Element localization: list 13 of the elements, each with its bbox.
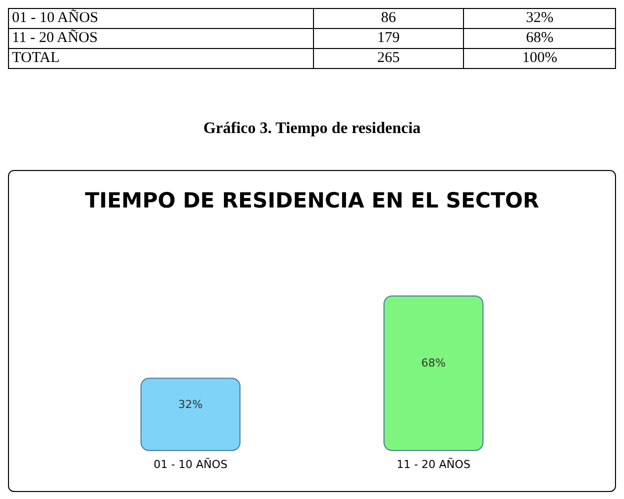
text: 11 - 20 AÑOS: [8, 28, 314, 48]
text: 100%: [464, 48, 616, 68]
text: 265: [313, 48, 464, 68]
text: 68%: [464, 28, 616, 48]
text: 86: [313, 8, 464, 28]
text: 32%: [464, 8, 616, 28]
text: Gráfico 3. Tiempo de residencia: [202, 120, 422, 138]
data-label: 32%: [178, 398, 203, 411]
data-label: 68%: [421, 356, 446, 370]
text: 01 - 10 AÑOS: [8, 8, 314, 28]
chart-title: TIEMPO DE RESIDENCIA EN EL SECTOR: [84, 188, 540, 212]
text: TOTAL: [8, 48, 314, 68]
text: 179: [313, 28, 464, 48]
